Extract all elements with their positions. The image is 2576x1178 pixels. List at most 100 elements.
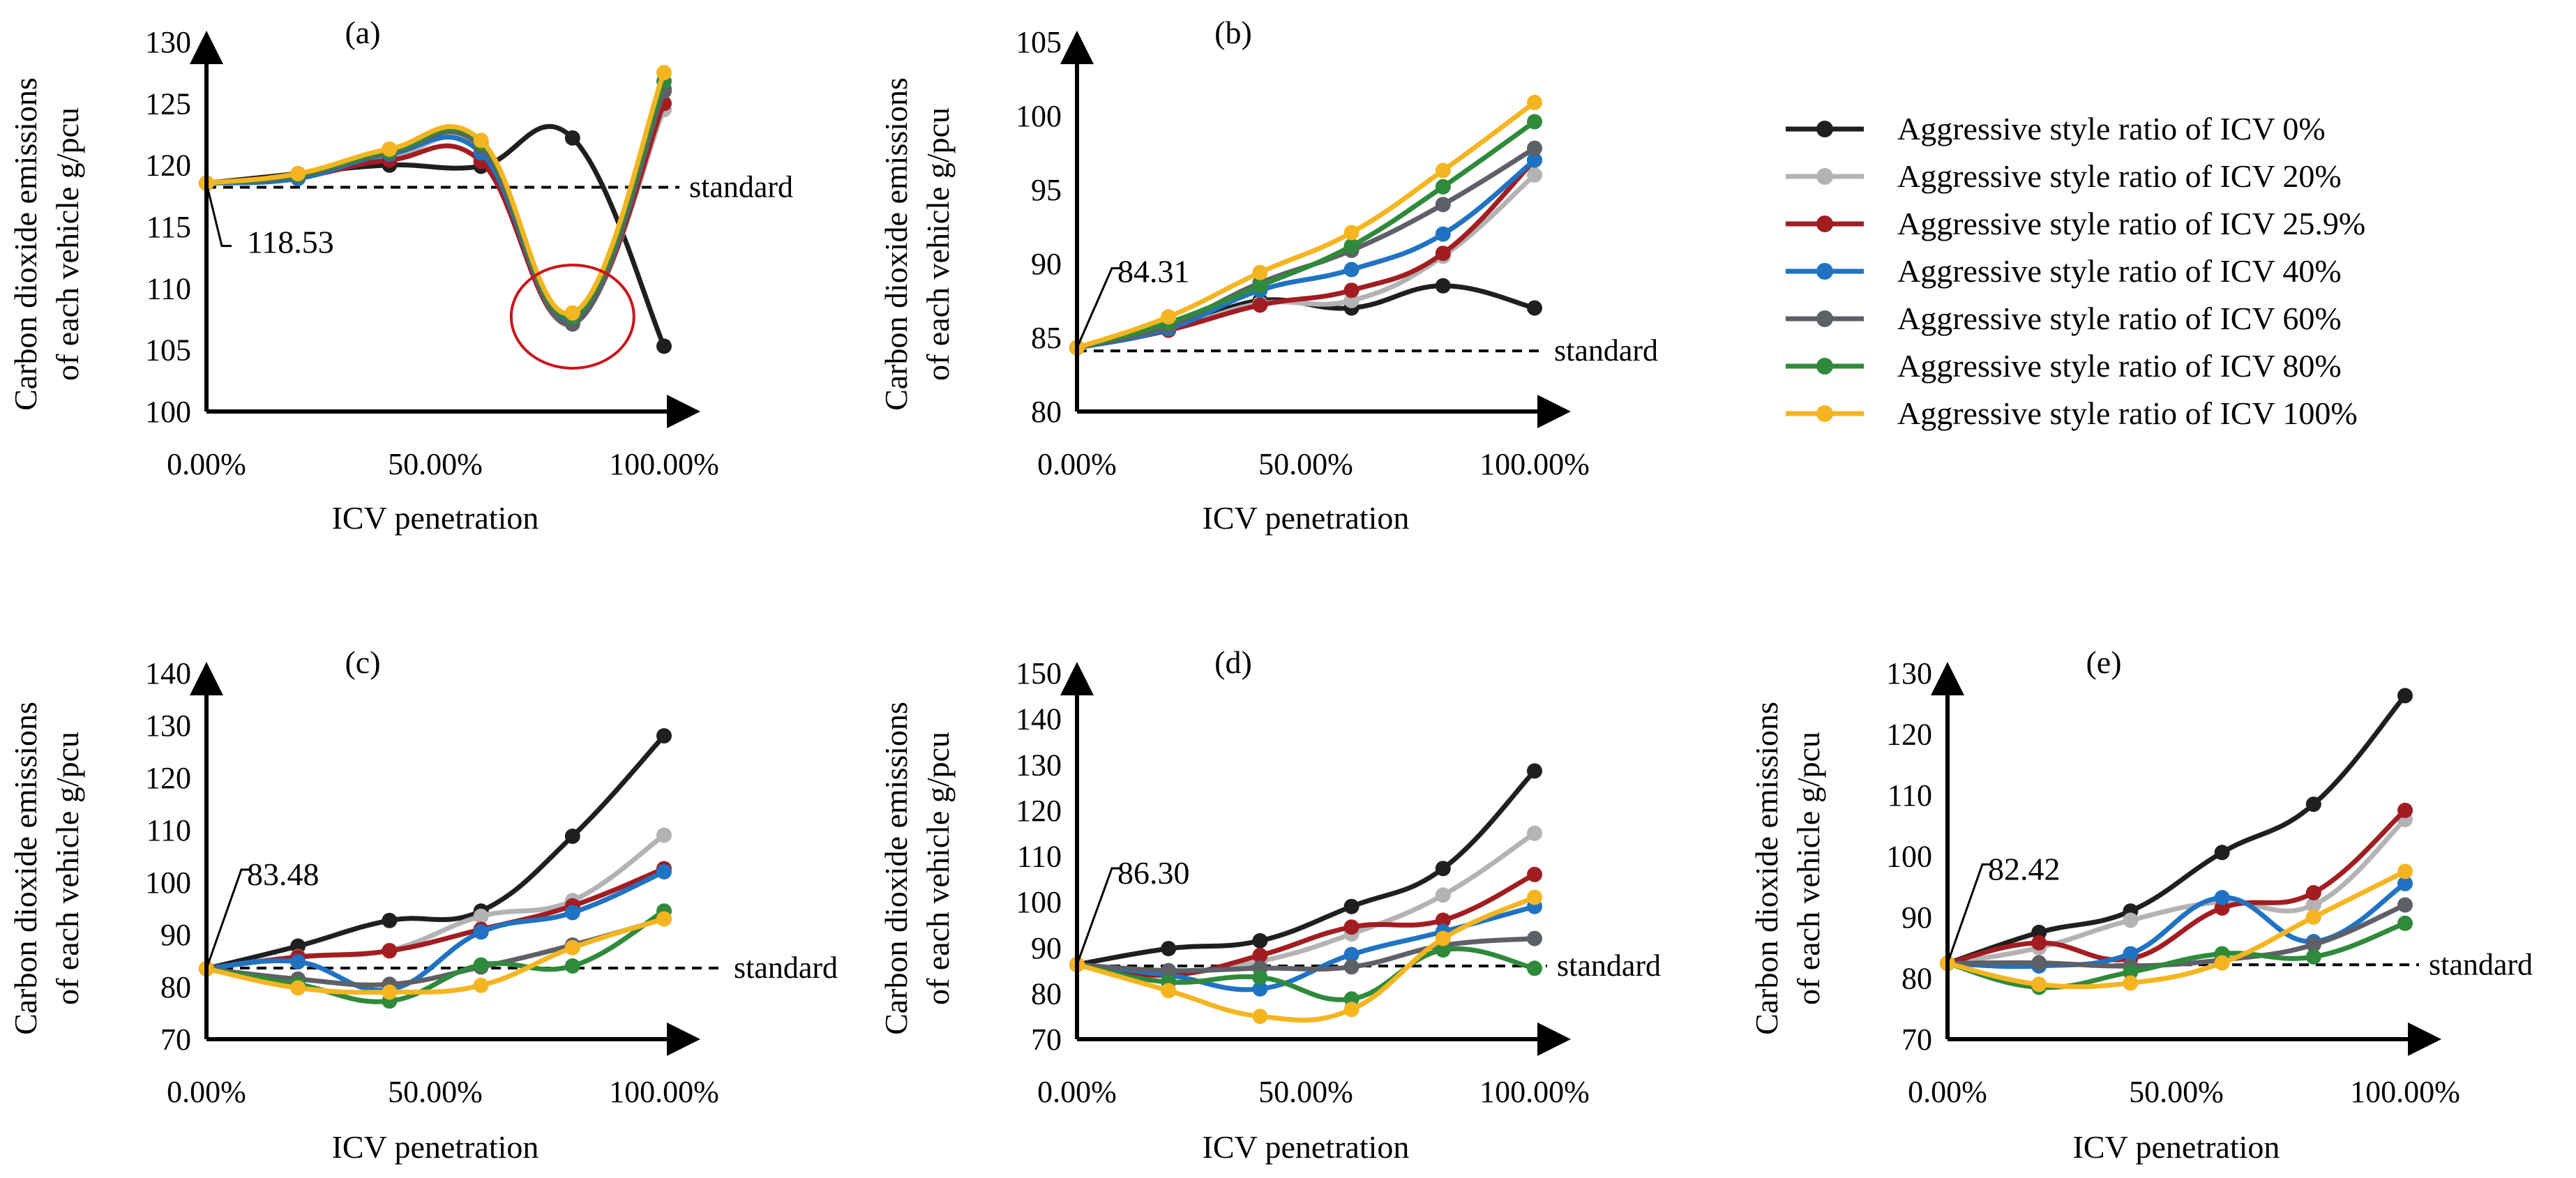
y-tick-label: 120 xyxy=(1886,718,1932,752)
legend-label: Aggressive style ratio of ICV 100% xyxy=(1897,395,2358,431)
y-axis-title-line: Carbon dioxide emissions xyxy=(8,702,43,1035)
data-point xyxy=(1435,930,1451,946)
data-point xyxy=(1527,300,1542,316)
data-point xyxy=(1343,238,1359,254)
series-6 xyxy=(199,65,672,321)
data-point xyxy=(2031,976,2047,992)
data-point xyxy=(2305,949,2321,965)
x-tick-label: 0.00% xyxy=(1037,1075,1117,1109)
legend-entry: Aggressive style ratio of ICV 60% xyxy=(1786,301,2342,336)
x-axis-title: ICV penetration xyxy=(1203,500,1410,536)
y-tick-label: 100 xyxy=(1016,99,1062,133)
data-point xyxy=(1527,167,1542,183)
data-point xyxy=(2397,897,2413,913)
series-1 xyxy=(1069,825,1542,981)
data-point xyxy=(2031,935,2047,951)
data-point xyxy=(1252,278,1268,294)
data-point xyxy=(1252,297,1268,313)
x-axis-title: ICV penetration xyxy=(332,1129,539,1165)
data-point xyxy=(2305,937,2321,953)
series-line xyxy=(1074,946,1537,1002)
y-tick-label: 100 xyxy=(1016,885,1062,919)
data-point xyxy=(1435,246,1451,262)
data-point xyxy=(1252,969,1268,986)
y-tick-label: 100 xyxy=(145,395,191,429)
y-tick-label: 95 xyxy=(1031,173,1062,207)
data-point xyxy=(1161,983,1177,999)
y-tick-label: 70 xyxy=(160,1022,191,1057)
legend-entry: Aggressive style ratio of ICV 100% xyxy=(1786,395,2358,431)
x-tick-label: 50.00% xyxy=(388,1075,483,1109)
y-tick-label: 85 xyxy=(1031,321,1062,355)
legend-swatch-marker xyxy=(1816,310,1833,327)
callout-value: 83.48 xyxy=(247,856,319,892)
x-tick-label: 0.00% xyxy=(167,1075,246,1109)
series-line xyxy=(1074,158,1537,351)
x-axis-title: ICV penetration xyxy=(1203,1129,1410,1165)
y-tick-label: 70 xyxy=(1901,1022,1932,1057)
chart-panels: (a)Carbon dioxide emissions of each vehic… xyxy=(8,15,2533,1165)
data-point xyxy=(2305,885,2321,900)
data-point xyxy=(2214,890,2230,905)
y-tick-label: 130 xyxy=(1886,656,1932,690)
data-point xyxy=(473,133,489,149)
y-tick-label: 140 xyxy=(1016,702,1062,737)
series-line xyxy=(1074,119,1537,351)
y-tick-label: 130 xyxy=(1016,748,1062,782)
legend-label: Aggressive style ratio of ICV 0% xyxy=(1897,111,2326,146)
data-point xyxy=(473,957,489,973)
y-tick-label: 80 xyxy=(160,970,191,1004)
y-tick-label: 130 xyxy=(145,709,191,743)
data-point xyxy=(1435,197,1451,213)
y-axis-title-line: Carbon dioxide emissions xyxy=(1749,702,1784,1035)
data-point xyxy=(2397,875,2413,891)
series-line xyxy=(1945,868,2408,990)
callout-value: 118.53 xyxy=(247,225,334,260)
legend-entry: Aggressive style ratio of ICV 40% xyxy=(1786,253,2342,289)
y-tick-label: 120 xyxy=(1016,794,1062,828)
data-point xyxy=(564,130,580,146)
data-point xyxy=(1252,981,1268,997)
panel-c: (c) Carbon dioxide emissions of each vehic… xyxy=(8,644,838,1165)
data-point xyxy=(1527,140,1542,156)
data-point xyxy=(1161,941,1177,957)
data-point xyxy=(1527,960,1542,976)
callout-leader xyxy=(205,183,232,248)
data-point xyxy=(2214,845,2230,861)
data-point xyxy=(1343,282,1359,299)
data-point xyxy=(564,958,580,974)
y-tick-label: 125 xyxy=(145,86,191,121)
data-point xyxy=(656,65,672,81)
legend: Aggressive style ratio of ICV 0% Aggressi… xyxy=(1786,111,2365,431)
y-tick-label: 105 xyxy=(1016,25,1062,59)
series-line xyxy=(1074,936,1537,974)
data-point xyxy=(1343,959,1359,975)
legend-entry: Aggressive style ratio of ICV 80% xyxy=(1786,348,2342,384)
standard-label: standard xyxy=(2429,947,2533,981)
data-point xyxy=(2305,897,2321,913)
panel-a: (a) Carbon dioxide emissions of each vehic… xyxy=(8,15,793,536)
data-point xyxy=(1435,887,1451,903)
panel-label: (c) xyxy=(345,644,380,680)
series-4 xyxy=(199,83,672,332)
data-point xyxy=(2123,912,2139,928)
y-tick-label: 100 xyxy=(145,866,191,900)
data-point xyxy=(1343,946,1359,962)
data-point xyxy=(473,908,489,924)
data-point xyxy=(564,939,580,956)
data-point xyxy=(1527,825,1542,841)
y-tick-label: 150 xyxy=(1016,656,1062,690)
x-axis-title: ICV penetration xyxy=(2073,1129,2280,1165)
x-tick-label: 0.00% xyxy=(1908,1075,1987,1109)
x-tick-label: 100.00% xyxy=(1479,447,1590,481)
y-tick-label: 90 xyxy=(160,918,191,952)
data-point xyxy=(473,924,489,940)
data-point xyxy=(382,912,398,928)
legend-entry: Aggressive style ratio of ICV 20% xyxy=(1786,158,2342,194)
y-axis-title-line: of each vehicle g/pcu xyxy=(920,732,956,1005)
data-point xyxy=(1343,919,1359,935)
x-tick-label: 100.00% xyxy=(609,1075,719,1109)
y-tick-label: 105 xyxy=(145,333,191,368)
panel-d: (d) Carbon dioxide emissions of each vehic… xyxy=(878,644,1661,1165)
